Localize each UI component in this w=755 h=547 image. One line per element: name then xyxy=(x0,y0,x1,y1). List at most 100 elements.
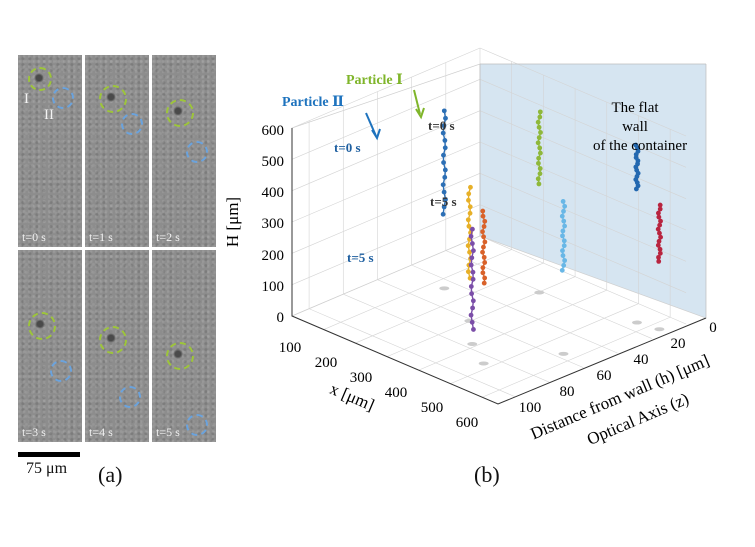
data-point xyxy=(657,230,662,236)
data-point xyxy=(481,224,487,229)
series-particle-i xyxy=(535,109,543,187)
data-point xyxy=(469,241,475,246)
z-tick-labels: 0 100 200 300 400 500 600 xyxy=(262,123,285,326)
data-point xyxy=(561,218,567,224)
particle-i-blob xyxy=(106,333,116,343)
particle-ii-label: II xyxy=(44,107,54,123)
x-tick: 300 xyxy=(350,370,373,386)
data-point xyxy=(480,265,486,271)
data-point xyxy=(480,213,486,219)
data-point xyxy=(469,319,475,325)
data-point xyxy=(441,189,447,195)
particle-i-label: I xyxy=(24,91,29,107)
data-point xyxy=(633,186,639,192)
time-label: t=3 s xyxy=(22,425,46,439)
x-tick: 600 xyxy=(456,415,479,431)
data-point xyxy=(536,155,542,161)
panel-a-label: (a) xyxy=(98,462,123,487)
frame-t4: t=4 s xyxy=(85,250,149,442)
grid-line xyxy=(479,110,687,199)
particle-ii-ring xyxy=(186,141,208,163)
grid-line xyxy=(291,141,481,223)
data-point xyxy=(480,208,486,214)
floor-shadow xyxy=(631,320,642,325)
time-label: t=1 s xyxy=(89,230,113,244)
data-point xyxy=(465,217,471,223)
particle-i-ring xyxy=(99,326,127,354)
data-point xyxy=(468,284,474,289)
data-point xyxy=(536,181,542,187)
particle-i-blob xyxy=(173,106,183,116)
data-point xyxy=(537,171,543,177)
floor-shadow xyxy=(439,286,450,291)
data-point xyxy=(441,204,447,210)
z-tick: 200 xyxy=(262,248,285,264)
data-point xyxy=(441,152,446,158)
data-point xyxy=(657,202,663,208)
data-point xyxy=(560,228,566,234)
data-point xyxy=(559,213,565,219)
data-point xyxy=(481,244,486,250)
data-point xyxy=(535,176,541,182)
wall-label-line: wall xyxy=(622,119,648,135)
particle-i-annotation: Particle Ⅰ xyxy=(346,73,403,88)
particle-i-arrowhead xyxy=(415,107,425,120)
t5-right-annotation: t=5 s xyxy=(430,194,457,209)
data-point xyxy=(443,197,448,202)
frame-t0: I II t=0 s xyxy=(18,55,82,247)
axes-frame xyxy=(291,128,707,405)
scale-bar-label: 75 μm xyxy=(26,460,68,477)
floor-shadow xyxy=(654,327,665,332)
data-point xyxy=(536,160,541,166)
data-point xyxy=(656,254,661,260)
data-point xyxy=(656,214,662,220)
grid-line xyxy=(308,120,516,398)
particle-i-ring xyxy=(28,312,56,340)
grid-lines xyxy=(291,47,687,398)
data-point xyxy=(442,145,448,151)
grid-line xyxy=(291,173,481,254)
data-point xyxy=(656,259,662,264)
data-point xyxy=(537,166,543,171)
grid-line xyxy=(479,204,687,293)
data-point xyxy=(469,291,475,297)
wall-label-line: The flat xyxy=(611,100,659,116)
z-tick: 300 xyxy=(262,216,285,232)
data-point xyxy=(470,269,476,275)
grid-line xyxy=(291,110,481,191)
t0-right-annotation: t=0 s xyxy=(428,118,455,133)
data-point xyxy=(470,226,475,232)
particle-ii-ring xyxy=(52,87,74,109)
container-wall xyxy=(480,64,706,318)
data-point xyxy=(657,250,663,256)
particle-ii-ring xyxy=(119,386,141,408)
data-point xyxy=(480,249,485,255)
x-tick: 200 xyxy=(315,355,338,371)
x-tick-labels: 100 200 300 400 500 600 xyxy=(279,340,479,431)
data-point xyxy=(440,182,446,188)
data-point xyxy=(562,203,568,209)
grid-line xyxy=(342,106,550,383)
data-point xyxy=(470,305,475,311)
particle-ii-ring xyxy=(50,360,72,382)
series-particle-ii xyxy=(440,108,448,217)
data-point xyxy=(466,197,471,203)
x-tick: 100 xyxy=(279,340,302,356)
t5-left-annotation: t=5 s xyxy=(347,250,374,265)
data-point xyxy=(655,242,661,248)
series-trajectory-light-blue xyxy=(559,199,568,273)
floor-shadow xyxy=(558,351,569,356)
data-point xyxy=(562,223,567,229)
data-point xyxy=(468,262,474,268)
y-tick: 100 xyxy=(519,400,542,416)
data-point xyxy=(440,211,446,217)
floor-shadow xyxy=(467,341,478,346)
data-point xyxy=(440,130,446,136)
data-point xyxy=(469,255,475,261)
data-point xyxy=(442,167,448,173)
wall-label-line: of the container xyxy=(593,138,687,154)
x-tick: 400 xyxy=(385,385,408,401)
series-trajectory-purple xyxy=(468,226,476,332)
z-tick: 600 xyxy=(262,123,285,139)
floor-shadow xyxy=(534,290,545,295)
